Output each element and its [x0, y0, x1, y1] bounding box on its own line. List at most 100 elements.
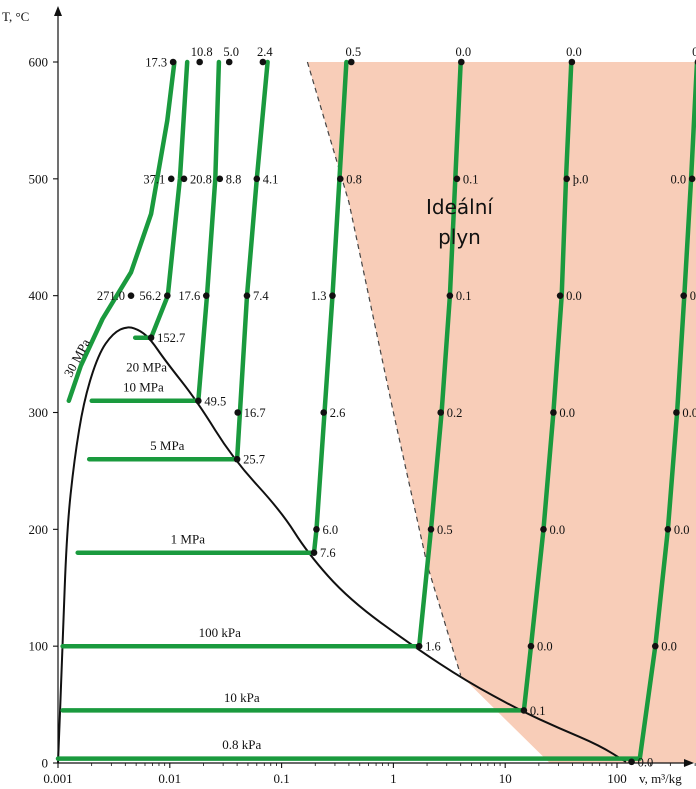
state-point-label: 17.6 — [178, 289, 200, 303]
y-tick-label: 200 — [29, 522, 49, 537]
x-tick-label: 1 — [390, 771, 397, 786]
x-axis-label: v, m³/kg — [639, 771, 682, 786]
state-point — [568, 58, 576, 66]
state-point — [234, 409, 242, 416]
state-point-label: 0.0 — [674, 523, 690, 537]
isobar-100-kpa — [60, 59, 463, 649]
pressure-label: 10 kPa — [224, 690, 260, 705]
state-point — [527, 642, 535, 650]
x-axis-arrow — [684, 759, 694, 767]
state-point-label: 0.0 — [559, 406, 575, 420]
pressure-label: 20 MPa — [126, 360, 167, 375]
state-point-label: 2.6 — [330, 406, 346, 420]
state-point-label: 2.4 — [257, 45, 273, 59]
state-point-label: 1.3 — [311, 289, 327, 303]
state-point-label: 0.1 — [463, 172, 479, 186]
state-point-label: 0.0 — [566, 45, 582, 59]
x-tick-label: 0.01 — [158, 771, 181, 786]
state-point — [446, 292, 454, 299]
state-point-label: þ.0 — [573, 172, 589, 186]
state-point — [169, 58, 177, 66]
pressure-label: 1 MPa — [171, 531, 206, 546]
state-point — [320, 409, 328, 416]
state-point — [347, 58, 355, 66]
state-point-label: 0.0 — [537, 640, 553, 654]
state-point-label: 25.7 — [243, 453, 265, 467]
state-point-label: 0.0 — [456, 45, 472, 59]
state-point — [253, 175, 261, 183]
state-point-label: 0.0 — [671, 172, 687, 186]
state-point — [680, 292, 687, 299]
state-point-label: 0.0 — [566, 289, 582, 303]
state-point-label: 16.7 — [244, 406, 266, 420]
state-point — [664, 526, 672, 533]
state-point — [520, 707, 528, 714]
state-point — [195, 397, 202, 405]
state-point — [688, 175, 696, 183]
state-point — [437, 409, 445, 416]
ideal-gas-label-line: Ideální — [426, 195, 494, 219]
isobar-10-mpa — [89, 59, 222, 404]
state-point — [202, 292, 210, 299]
state-point-label: 152.7 — [157, 331, 185, 345]
state-point — [540, 526, 547, 533]
state-point — [556, 292, 564, 299]
state-point — [329, 292, 336, 299]
state-point — [651, 642, 659, 650]
state-point — [310, 549, 318, 556]
state-point — [427, 526, 435, 533]
state-point-label: 271.0 — [97, 289, 125, 303]
state-point — [628, 758, 635, 766]
pressure-label: 30 MPa — [61, 336, 94, 379]
state-point — [127, 292, 135, 299]
state-point — [196, 58, 203, 66]
state-point-label: 8.8 — [226, 172, 242, 186]
state-point-label: 0.5 — [437, 523, 453, 537]
state-point — [216, 175, 224, 183]
isobar-0_8-kpa — [55, 59, 696, 761]
state-point — [453, 175, 461, 183]
state-point — [259, 58, 267, 66]
state-point-label: 0.5 — [345, 45, 361, 59]
state-point-label: 7.6 — [320, 546, 336, 560]
state-point-label: 1.6 — [425, 640, 441, 654]
ideal-gas-region-layer — [306, 61, 696, 763]
pressure-label: 10 MPa — [123, 379, 164, 394]
y-tick-label: 600 — [29, 55, 49, 70]
state-point-label: 7.4 — [253, 289, 269, 303]
state-point — [415, 642, 423, 650]
y-axis-arrow — [54, 6, 62, 16]
state-point-label: 0.0 — [690, 289, 696, 303]
isobar-10-kpa — [60, 59, 574, 713]
x-tick-label: 0.001 — [43, 771, 72, 786]
state-point-label: 0.0 — [661, 640, 677, 654]
state-point — [243, 292, 251, 299]
x-tick-label: 0.1 — [273, 771, 289, 786]
state-point-label: 0.0 — [549, 523, 565, 537]
state-point — [673, 409, 680, 416]
state-point-label: 0.0 — [692, 45, 696, 59]
state-point-label: 10.8 — [191, 45, 213, 59]
y-axis-label: T, °C — [2, 9, 29, 24]
y-tick-label: 100 — [29, 639, 49, 654]
ideal-gas-label: Ideální plyn — [426, 195, 494, 249]
state-point-label: 0.0 — [682, 406, 696, 420]
state-point — [164, 292, 171, 299]
state-point — [563, 175, 571, 183]
pressure-label: 0.8 kPa — [222, 737, 261, 752]
isobar-1-mpa — [75, 59, 349, 555]
state-point — [313, 526, 320, 533]
saturation-dome-layer — [57, 326, 627, 764]
state-point-label: 56.2 — [139, 289, 161, 303]
state-point-label: 0.0 — [638, 755, 654, 769]
x-tick-label: 100 — [607, 771, 627, 786]
x-tick-label: 10 — [499, 771, 512, 786]
pressure-label: 5 MPa — [150, 438, 185, 453]
state-point-label: 6.0 — [322, 523, 338, 537]
data-point-layer — [127, 58, 696, 766]
state-point-label: 0.2 — [447, 406, 463, 420]
state-point-label: 0.1 — [456, 289, 472, 303]
state-point — [147, 334, 155, 342]
pressure-label: 100 kPa — [199, 625, 241, 640]
